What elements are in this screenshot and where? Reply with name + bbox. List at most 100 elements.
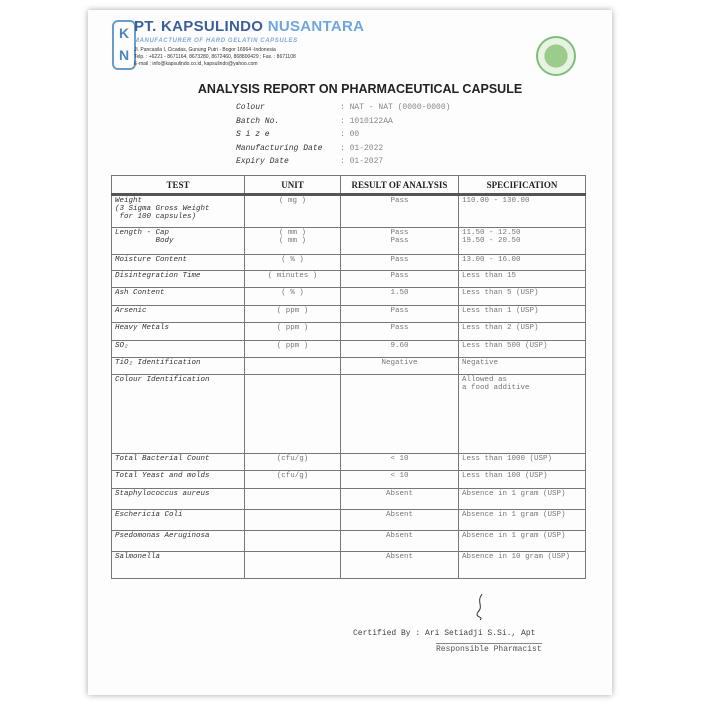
result-cell: Pass — [340, 194, 459, 228]
test-cell: Disintegration Time — [111, 270, 245, 288]
col-test: TEST — [111, 175, 245, 196]
company-phone: Telp. : +6221 - 8671164, 8673280, 867246… — [134, 54, 296, 60]
test-cell: Salmonella — [111, 551, 245, 579]
unit-cell — [244, 509, 341, 531]
unit-cell: ( ppm ) — [244, 305, 341, 323]
col-unit: UNIT — [244, 175, 341, 196]
result-cell: Absent — [340, 551, 459, 579]
table-row: SO₂ ( ppm ) 9.60 Less than 500 (USP) — [111, 340, 586, 358]
table-row: Ash Content ( % ) 1.50 Less than 5 (USP) — [111, 287, 586, 306]
spec-cell: Less than 500 (USP) — [458, 340, 586, 358]
signature — [476, 593, 483, 621]
meta-label: Batch No. — [236, 116, 280, 126]
unit-cell: ( ppm ) — [244, 322, 341, 341]
table-row: Colour Identification Allowed as a food … — [111, 374, 586, 454]
test-cell: Ash Content — [111, 287, 245, 306]
result-cell: Absent — [340, 509, 459, 531]
result-cell: Negative — [340, 357, 459, 375]
table-row: Weight (3 Sigma Gross Weight for 100 cap… — [111, 194, 586, 228]
result-cell: < 10 — [340, 453, 459, 471]
spec-cell: 11.50 - 12.50 19.50 - 20.50 — [458, 227, 586, 255]
table-row: Moisture Content ( % ) Pass 13.00 - 16.0… — [111, 254, 586, 271]
unit-cell: ( % ) — [244, 254, 341, 271]
spec-cell: Less than 5 (USP) — [458, 287, 586, 306]
spec-cell: 110.00 - 130.00 — [458, 194, 586, 228]
unit-cell: (cfu/g) — [244, 453, 341, 471]
test-cell: Length - Cap Body — [111, 227, 245, 255]
halal-seal-icon — [536, 36, 576, 76]
company-tagline: MANUFACTURER OF HARD GELATIN CAPSULES — [134, 38, 298, 44]
spec-cell: Absence in 1 gram (USP) — [458, 488, 586, 510]
analysis-table: TEST UNIT RESULT OF ANALYSIS SPECIFICATI… — [111, 175, 586, 579]
test-cell: Staphylococcus aureus — [111, 488, 245, 510]
result-cell: Pass Pass — [340, 227, 459, 255]
meta-label: Expiry Date — [236, 157, 289, 166]
meta-label: Colour — [236, 103, 265, 112]
spec-cell: Less than 2 (USP) — [458, 322, 586, 341]
spec-cell: Absence in 1 gram (USP) — [458, 509, 586, 531]
table-row: Disintegration Time ( minutes ) Pass Les… — [111, 270, 586, 288]
meta-value: : 00 — [340, 130, 360, 139]
spec-cell: Less than 100 (USP) — [458, 470, 586, 489]
unit-cell: ( mm ) ( mm ) — [244, 227, 341, 255]
spec-cell: Negative — [458, 357, 586, 375]
unit-cell — [244, 488, 341, 510]
table-row: TiO₂ Identification Negative Negative — [111, 357, 586, 375]
result-cell: Absent — [340, 488, 459, 510]
company-address: Jl. Pancasila I, Cicadas, Gunung Putri -… — [134, 47, 276, 53]
col-result: RESULT OF ANALYSIS — [340, 175, 459, 196]
result-cell: Pass — [340, 254, 459, 271]
spec-cell: Less than 1 (USP) — [458, 305, 586, 323]
table-row: Heavy Metals ( ppm ) Pass Less than 2 (U… — [111, 322, 586, 341]
col-specification: SPECIFICATION — [458, 175, 586, 196]
meta-value: : NAT - NAT (0000-0000) — [340, 103, 451, 112]
test-cell: Psedomonas Aeruginosa — [111, 530, 245, 552]
result-cell: < 10 — [340, 470, 459, 489]
meta-value: : 01-2027 — [340, 157, 384, 166]
spec-cell: Less than 1000 (USP) — [458, 453, 586, 471]
test-cell: Total Yeast and molds — [111, 470, 245, 489]
table-row: Psedomonas Aeruginosa Absent Absence in … — [111, 530, 586, 552]
unit-cell: ( minutes ) — [244, 270, 341, 288]
result-cell: Absent — [340, 530, 459, 552]
result-cell: Pass — [340, 305, 459, 323]
pharmacist-role: Responsible Pharmacist — [436, 643, 542, 654]
table-row: Staphylococcus aureus Absent Absence in … — [111, 488, 586, 510]
test-cell: Arsenic — [111, 305, 245, 323]
unit-cell: ( % ) — [244, 287, 341, 306]
spec-cell: Allowed as a food additive — [458, 374, 586, 454]
unit-cell — [244, 530, 341, 552]
report-title: ANALYSIS REPORT ON PHARMACEUTICAL CAPSUL… — [197, 82, 523, 96]
result-cell: Pass — [340, 270, 459, 288]
test-cell: Eschericia Coli — [111, 509, 245, 531]
test-cell: Moisture Content — [111, 254, 245, 271]
result-cell: Pass — [340, 322, 459, 341]
test-cell: Total Bacterial Count — [111, 453, 245, 471]
unit-cell: ( ppm ) — [244, 340, 341, 358]
result-cell: 1.50 — [340, 287, 459, 306]
unit-cell — [244, 374, 341, 454]
table-row: Length - Cap Body ( mm ) ( mm ) Pass Pas… — [111, 227, 586, 255]
test-cell: Colour Identification — [111, 374, 245, 454]
company-name: PT. KAPSULINDO NUSANTARA — [134, 18, 365, 35]
result-cell: 9.60 — [340, 340, 459, 358]
table-row: Salmonella Absent Absence in 10 gram (US… — [111, 551, 586, 579]
spec-cell: Absence in 1 gram (USP) — [458, 530, 586, 552]
result-cell — [340, 374, 459, 454]
test-cell: Heavy Metals — [111, 322, 245, 341]
unit-cell — [244, 357, 341, 375]
table-row: Eschericia Coli Absent Absence in 1 gram… — [111, 509, 586, 531]
spec-cell: Absence in 10 gram (USP) — [458, 551, 586, 579]
spec-cell: Less than 15 — [458, 270, 586, 288]
company-email: E-mail : info@kapsulindo.co.id, kapsulin… — [134, 61, 258, 67]
unit-cell — [244, 551, 341, 579]
test-cell: SO₂ — [111, 340, 245, 358]
meta-label: Manufacturing Date — [236, 143, 323, 153]
certified-by: Certified By : Ari Setiadji S.Si., Apt — [353, 629, 536, 638]
meta-value: : 1010122AA — [340, 116, 393, 126]
table-row: Total Bacterial Count (cfu/g) < 10 Less … — [111, 453, 586, 471]
unit-cell: (cfu/g) — [244, 470, 341, 489]
meta-value: : 01-2022 — [340, 143, 384, 153]
table-row: Total Yeast and molds (cfu/g) < 10 Less … — [111, 470, 586, 489]
